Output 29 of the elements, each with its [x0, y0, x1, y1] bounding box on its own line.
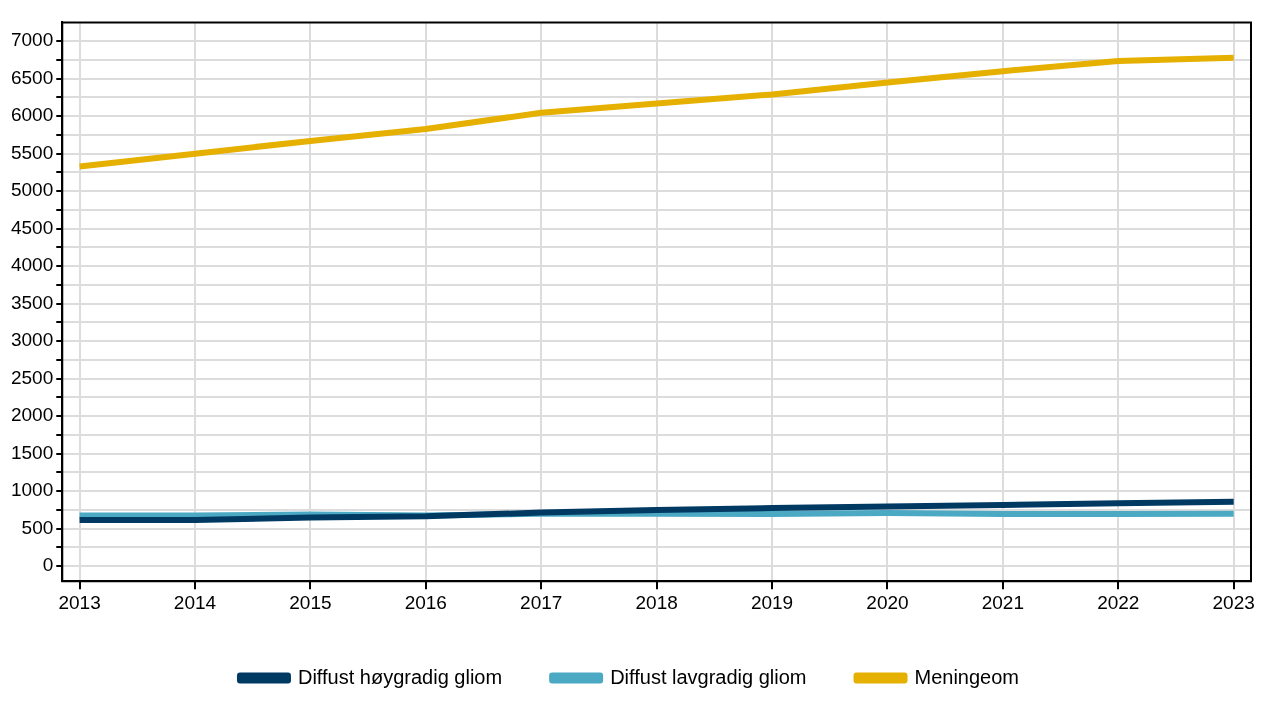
y-tick-label: 2000: [10, 404, 54, 426]
y-tick-label: 500: [21, 516, 54, 538]
x-tick-label: 2020: [866, 591, 909, 613]
x-tick-label: 2014: [173, 591, 217, 613]
legend-label: Diffust lavgradig gliom: [610, 665, 807, 688]
y-tick-label: 3500: [10, 291, 54, 313]
x-tick-label: 2013: [58, 591, 101, 613]
y-tick-label: 6500: [10, 66, 54, 88]
x-tick-label: 2015: [289, 591, 332, 613]
y-tick-label: 5500: [10, 141, 54, 163]
y-tick-label: 7000: [10, 29, 54, 51]
y-tick-label: 6000: [10, 104, 54, 126]
legend-label: Diffust høygradig gliom: [297, 665, 503, 688]
legend-label: Meningeom: [914, 665, 1020, 688]
x-tick-label: 2023: [1212, 591, 1255, 613]
y-tick-label: 5000: [10, 179, 54, 201]
x-tick-label: 2019: [750, 591, 794, 613]
x-tick-label: 2017: [520, 591, 563, 613]
x-tick-label: 2016: [404, 591, 447, 613]
y-tick-label: 0: [42, 554, 54, 576]
y-tick-label: 4000: [10, 254, 54, 276]
y-tick-label: 2500: [10, 366, 54, 388]
x-tick-label: 2022: [1097, 591, 1140, 613]
y-tick-label: 3000: [10, 329, 54, 351]
x-tick-label: 2018: [635, 591, 678, 613]
y-tick-label: 1000: [10, 479, 54, 501]
x-tick-label: 2021: [981, 591, 1025, 613]
y-tick-label: 1500: [10, 441, 54, 463]
y-tick-label: 4500: [10, 216, 54, 238]
